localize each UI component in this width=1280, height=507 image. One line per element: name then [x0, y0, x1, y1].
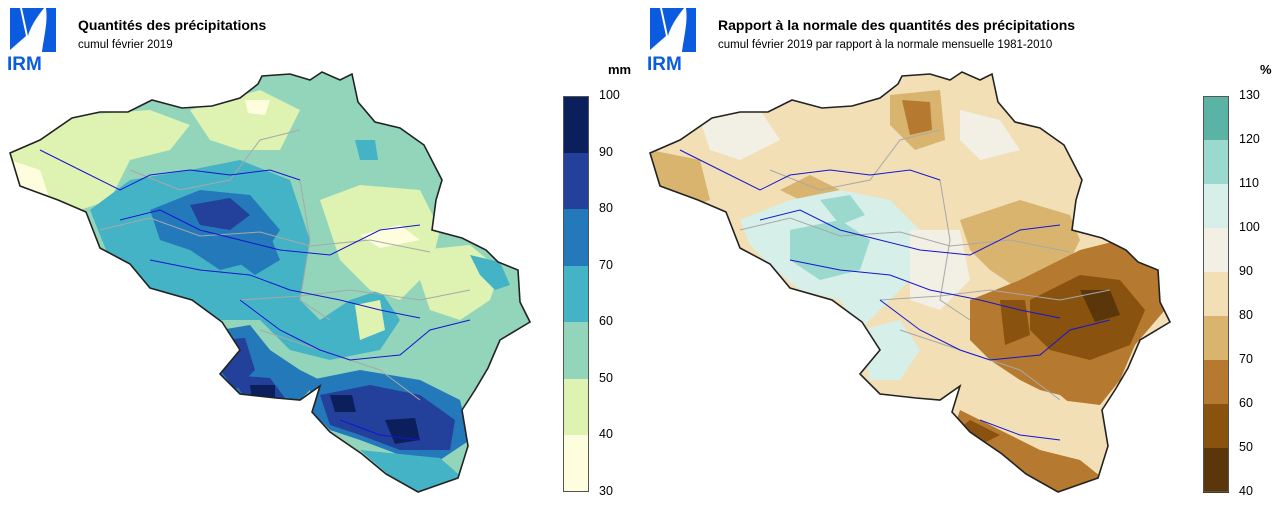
legend-tick-label: 80	[1239, 308, 1253, 322]
country-border	[649, 71, 1172, 493]
legend-tick-label: 50	[1239, 440, 1253, 454]
rivers	[39, 149, 471, 441]
irm-logo: IRM	[7, 8, 56, 72]
legend-colorbar: 130 120 110 100 90 80 70 60 50 40	[1203, 88, 1260, 498]
legend-tick-label: 80	[599, 201, 613, 216]
legend-tick-label: 60	[599, 314, 613, 329]
legend-swatch	[1203, 140, 1229, 185]
legend-swatch	[1203, 404, 1229, 449]
legend-swatch	[1203, 184, 1229, 229]
legend-swatch	[563, 152, 589, 210]
country-border	[9, 71, 532, 493]
legend-tick-label: 100	[1239, 220, 1260, 234]
map-subtitle: cumul février 2019	[78, 39, 173, 51]
legend-tick-label: 100	[599, 88, 620, 102]
legend-swatch	[1203, 316, 1229, 361]
legend-tick-label: 70	[1239, 352, 1253, 366]
map-subtitle: cumul février 2019 par rapport à la norm…	[718, 39, 1053, 51]
ratio-panel: IRM Rapport à la normale des quantités d…	[640, 0, 1280, 507]
legend-swatch	[1203, 448, 1229, 493]
map-title: Quantités des précipitations	[78, 17, 267, 33]
legend-tick-label: 30	[599, 484, 613, 498]
belgium-ratio-map	[649, 71, 1172, 493]
legend-tick-label: 130	[1239, 88, 1260, 102]
legend-tick-label: 120	[1239, 132, 1260, 146]
legend-unit: %	[1260, 62, 1272, 77]
legend-tick-label: 50	[599, 370, 613, 385]
legend-swatch	[1203, 360, 1229, 405]
legend-tick-label: 40	[1239, 484, 1253, 498]
rivers	[679, 149, 1111, 441]
legend-tick-label: 40	[599, 427, 613, 442]
legend-tick-label: 110	[1239, 176, 1259, 190]
legend-frame	[1203, 96, 1229, 492]
legend-unit: mm	[608, 62, 632, 77]
legend-swatch	[1203, 228, 1229, 273]
legend-swatch	[563, 435, 589, 493]
legend-frame	[563, 96, 589, 492]
precipitation-panel: IRM Quantités des précipitations cumul f…	[7, 8, 632, 498]
belgium-precipitation-map	[9, 71, 532, 493]
legend-tick-label: 90	[599, 144, 613, 159]
logo-text: IRM	[7, 54, 42, 72]
irm-logo: IRM	[647, 8, 696, 72]
legend-swatch	[563, 209, 589, 267]
legend-swatch	[1203, 272, 1229, 317]
logo-text: IRM	[647, 54, 682, 72]
ratio-color-field	[650, 72, 1170, 492]
legend-tick-label: 60	[1239, 396, 1253, 410]
legend-swatch	[563, 378, 589, 436]
legend-tick-label: 90	[1239, 264, 1253, 278]
legend-swatch	[1203, 96, 1229, 141]
legend-swatch	[563, 96, 589, 154]
precip-color-field	[10, 72, 530, 492]
legend-colorbar: 100 90 80 70 60 50 40 30	[563, 88, 620, 498]
legend-tick-label: 70	[599, 257, 613, 272]
map-title: Rapport à la normale des quantités des p…	[718, 17, 1076, 33]
legend-swatch	[563, 322, 589, 380]
legend-swatch	[563, 265, 589, 323]
